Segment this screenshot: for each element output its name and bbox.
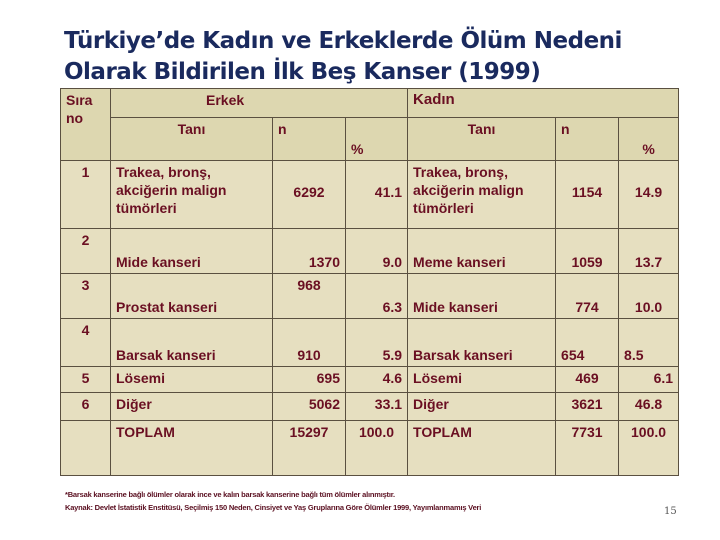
slide-title: Türkiye’de Kadın ve Erkeklerde Ölüm Nede… xyxy=(64,28,622,85)
male-n: 968 xyxy=(272,273,346,319)
header-kadin: Kadın xyxy=(407,88,680,118)
header-tani: Tanı xyxy=(407,117,557,161)
female-pct: 10.0 xyxy=(618,273,680,319)
male-total-n: 15297 xyxy=(272,420,346,476)
row-no: 2 xyxy=(60,228,111,274)
male-pct: 41.1 xyxy=(344,160,409,229)
female-pct: 8.5 xyxy=(618,318,680,367)
female-n: 1059 xyxy=(555,228,620,274)
footnote-source: Kaynak: Devlet İstatistik Enstitüsü, Seç… xyxy=(65,503,482,512)
male-diagnosis: Lösemi xyxy=(110,366,273,393)
row-no: 6 xyxy=(60,392,111,421)
header-pct: % xyxy=(344,117,409,161)
table-row: 3 Prostat kanseri 968 6.3 Mide kanseri 7… xyxy=(60,273,680,319)
header-erkek: Erkek xyxy=(109,88,409,118)
table-row: 6 Diğer 5062 33.1 Diğer 3621 46.8 xyxy=(60,392,680,421)
header-n: n xyxy=(272,117,346,161)
female-diagnosis: Trakea, bronş, akciğerin malign tümörler… xyxy=(407,160,557,229)
table-row: 1 Trakea, bronş, akciğerin malign tümörl… xyxy=(60,160,680,229)
female-diagnosis: Diğer xyxy=(407,392,557,421)
female-diagnosis: Lösemi xyxy=(407,366,557,393)
female-total-pct: 100.0 xyxy=(618,420,680,476)
row-no xyxy=(60,420,111,476)
female-diagnosis: Mide kanseri xyxy=(407,273,557,319)
male-pct: 9.0 xyxy=(344,228,409,274)
page-number: 15 xyxy=(664,506,677,517)
female-total-n: 7731 xyxy=(555,420,620,476)
table-row-total: TOPLAM 15297 100.0 TOPLAM 7731 100.0 xyxy=(60,420,680,476)
female-n: 654 xyxy=(555,318,620,367)
male-diagnosis: Prostat kanseri xyxy=(110,273,273,319)
female-pct: 13.7 xyxy=(618,228,680,274)
female-pct: 46.8 xyxy=(618,392,680,421)
male-total-pct: 100.0 xyxy=(344,420,409,476)
female-pct: 14.9 xyxy=(618,160,680,229)
male-pct: 6.3 xyxy=(344,273,409,319)
male-total-label: TOPLAM xyxy=(110,420,273,476)
footnote-barsak: *Barsak kanserine bağlı ölümler olarak i… xyxy=(65,490,395,499)
female-n: 1154 xyxy=(555,160,620,229)
row-no: 5 xyxy=(60,366,111,393)
row-no: 3 xyxy=(60,273,111,319)
header-n: n xyxy=(555,117,620,161)
male-diagnosis: Barsak kanseri xyxy=(110,318,273,367)
cancer-table: Sıra no Erkek Kadın Tanı n % Tanı n % 1 … xyxy=(60,88,680,476)
male-diagnosis: Diğer xyxy=(110,392,273,421)
header-pct: % xyxy=(618,117,680,161)
table-row: 4 Barsak kanseri 910 5.9 Barsak kanseri … xyxy=(60,318,680,367)
male-pct: 33.1 xyxy=(344,392,409,421)
female-n: 3621 xyxy=(555,392,620,421)
male-n: 695 xyxy=(272,366,346,393)
footnotes: *Barsak kanserine bağlı ölümler olarak i… xyxy=(65,488,481,514)
row-no: 4 xyxy=(60,318,111,367)
header-tani: Tanı xyxy=(110,117,273,161)
female-pct: 6.1 xyxy=(618,366,680,393)
male-diagnosis: Trakea, bronş, akciğerin malign tümörler… xyxy=(110,160,273,229)
table-row: 5 Lösemi 695 4.6 Lösemi 469 6.1 xyxy=(60,366,680,393)
male-n: 910 xyxy=(272,318,346,367)
male-n: 5062 xyxy=(272,392,346,421)
male-n: 6292 xyxy=(272,160,346,229)
female-diagnosis: Meme kanseri xyxy=(407,228,557,274)
male-pct: 5.9 xyxy=(344,318,409,367)
female-n: 469 xyxy=(555,366,620,393)
female-total-label: TOPLAM xyxy=(407,420,557,476)
male-diagnosis: Mide kanseri xyxy=(110,228,273,274)
female-diagnosis: Barsak kanseri xyxy=(407,318,557,367)
male-pct: 4.6 xyxy=(344,366,409,393)
table-row: 2 Mide kanseri 1370 9.0 Meme kanseri 105… xyxy=(60,228,680,274)
row-no: 1 xyxy=(60,160,111,229)
header-sira-no: Sıra no xyxy=(60,88,111,161)
female-n: 774 xyxy=(555,273,620,319)
male-n: 1370 xyxy=(272,228,346,274)
